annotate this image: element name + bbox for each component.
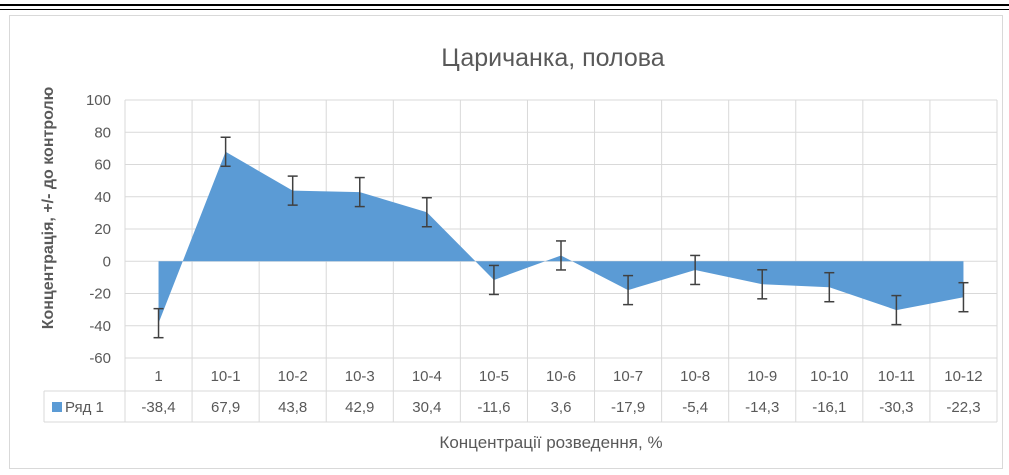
data-table-value: -5,4	[682, 399, 708, 416]
error-bar	[153, 307, 164, 339]
area-series-ryad1	[158, 151, 964, 324]
x-category-label: 10-9	[747, 368, 777, 385]
y-tick-label: 20	[94, 221, 111, 238]
data-table-value: -30,3	[879, 399, 913, 416]
error-bar	[891, 294, 902, 326]
x-category-label: 10-5	[479, 368, 509, 385]
x-category-label: 10-7	[613, 368, 643, 385]
error-bar	[958, 281, 969, 313]
data-table-value: 42,9	[345, 399, 374, 416]
data-table-value: 3,6	[551, 399, 572, 416]
error-bar	[421, 196, 432, 228]
data-table-value: -14,3	[745, 399, 779, 416]
error-bar	[287, 175, 298, 206]
y-tick-label: 60	[94, 157, 111, 174]
data-table-value: 67,9	[211, 399, 240, 416]
error-bar	[220, 136, 231, 168]
error-bar	[690, 254, 701, 286]
top-rule	[0, 4, 1009, 6]
top-rule-thin	[0, 9, 1009, 10]
y-tick-label: 0	[103, 253, 111, 270]
y-tick-label: -20	[89, 286, 111, 303]
legend-swatch	[52, 402, 62, 412]
error-bar	[824, 271, 835, 303]
chart-frame	[9, 15, 1003, 469]
data-table-value: 43,8	[278, 399, 307, 416]
y-tick-label: -60	[89, 350, 111, 367]
data-table-value: -22,3	[946, 399, 980, 416]
x-category-label: 10-11	[878, 368, 915, 385]
x-category-label: 10-12	[944, 368, 982, 385]
y-tick-label: 80	[94, 124, 111, 141]
y-tick-label: -40	[89, 318, 111, 335]
data-table-value: -38,4	[141, 399, 175, 416]
data-table-value: 30,4	[412, 399, 441, 416]
error-bar	[556, 240, 566, 271]
y-tick-label: 40	[94, 189, 111, 206]
x-category-label: 10-3	[345, 368, 375, 385]
x-category-label: 10-4	[412, 368, 442, 385]
x-category-label: 10-1	[211, 368, 241, 385]
x-category-label: 10-6	[546, 368, 576, 385]
data-table-value: -16,1	[812, 399, 846, 416]
data-table-value: -17,9	[611, 399, 645, 416]
data-table-value: -11,6	[477, 399, 510, 416]
legend-series-name: Ряд 1	[65, 399, 104, 416]
x-category-label: 1	[154, 368, 162, 385]
error-bar	[488, 264, 499, 296]
error-bar	[623, 274, 634, 306]
y-tick-label: 100	[86, 92, 111, 109]
x-category-label: 10-8	[680, 368, 710, 385]
error-bar	[757, 269, 768, 300]
x-axis-label: Концентрації розведення, %	[439, 433, 662, 452]
x-category-label: 10-2	[278, 368, 308, 385]
chart-title: Царичанка, полова	[441, 44, 664, 72]
y-axis-label: Концентрація, +/- до контролю	[40, 86, 57, 329]
x-category-label: 10-10	[810, 368, 848, 385]
error-bar	[354, 176, 365, 208]
